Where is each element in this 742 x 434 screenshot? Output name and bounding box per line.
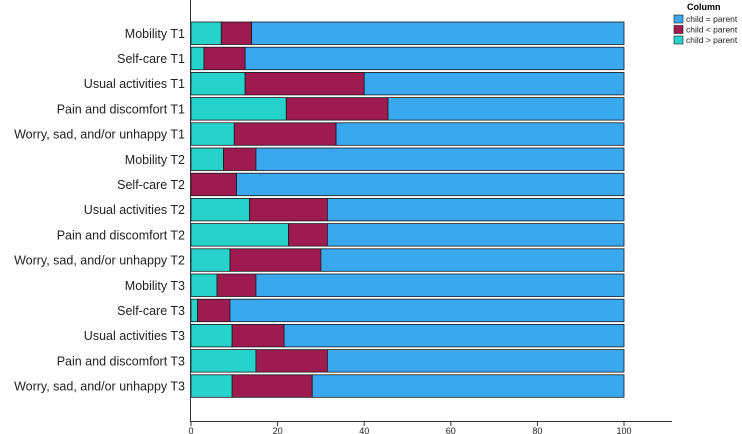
bar-usual-activities-t1-child-parent bbox=[190, 72, 246, 96]
bar-mobility-t3-child-parent bbox=[216, 273, 257, 297]
bar-self-care-t1-child-parent bbox=[244, 46, 625, 71]
legend-swatch-child-parent bbox=[673, 35, 684, 45]
category-label: Mobility T3 bbox=[125, 279, 185, 293]
bar-usual-activities-t3-child-parent bbox=[190, 323, 233, 348]
x-axis-ticks: 0 20 40 60 80 100 bbox=[188, 422, 632, 434]
bar-worry-sad-and-or-unhappy-t3-child-parent bbox=[190, 374, 233, 398]
category-label: Pain and discomfort T3 bbox=[57, 354, 185, 368]
bar-pain-and-discomfort-t2-child-parent bbox=[326, 223, 625, 247]
category-label: Worry, sad, and/or unhappy T3 bbox=[14, 380, 185, 394]
bar-usual-activities-t2-child-parent bbox=[190, 197, 250, 222]
x-tick-label: 40 bbox=[359, 426, 369, 434]
bar-worry-sad-and-or-unhappy-t2-child-parent bbox=[190, 248, 231, 272]
x-tick-label: 0 bbox=[188, 426, 193, 434]
bar-mobility-t1-child-parent bbox=[220, 21, 253, 45]
bar-self-care-t2-child-parent bbox=[190, 172, 237, 197]
x-tick-label: 100 bbox=[616, 426, 631, 434]
category-label: Mobility T2 bbox=[125, 153, 185, 167]
bar-usual-activities-t1-child-parent bbox=[363, 72, 625, 96]
legend-title: Column bbox=[687, 2, 721, 12]
bar-worry-sad-and-or-unhappy-t2-child-parent bbox=[229, 248, 322, 272]
category-label: Usual activities T1 bbox=[84, 77, 185, 91]
bar-pain-and-discomfort-t2-child-parent bbox=[190, 223, 289, 247]
bar-worry-sad-and-or-unhappy-t3-child-parent bbox=[231, 374, 313, 398]
legend-swatch-child-parent bbox=[673, 14, 684, 24]
bar-pain-and-discomfort-t1-child-parent bbox=[387, 97, 625, 121]
bar-pain-and-discomfort-t2-child-parent bbox=[288, 223, 328, 247]
bar-pain-and-discomfort-t3-child-parent bbox=[326, 349, 625, 373]
bar-pain-and-discomfort-t3-child-parent bbox=[190, 349, 257, 373]
bar-pain-and-discomfort-t1-child-parent bbox=[285, 97, 389, 121]
x-tick-label: 20 bbox=[273, 426, 283, 434]
bar-mobility-t2-child-parent bbox=[190, 147, 224, 171]
legend-swatch-child-parent bbox=[673, 25, 684, 34]
category-label: Usual activities T2 bbox=[84, 203, 185, 217]
legend-label-child-parent: child > parent bbox=[686, 35, 738, 45]
category-label: Pain and discomfort T2 bbox=[57, 228, 185, 242]
bar-self-care-t3-child-parent bbox=[190, 298, 198, 323]
bar-mobility-t1-child-parent bbox=[251, 21, 625, 45]
legend-label-child-parent: child < parent bbox=[686, 25, 738, 35]
bar-usual-activities-t2-child-parent bbox=[249, 197, 328, 222]
bar-self-care-t3-child-parent bbox=[229, 298, 625, 323]
bar-worry-sad-and-or-unhappy-t1-child-parent bbox=[190, 122, 235, 146]
bar-self-care-t1-child-parent bbox=[203, 46, 246, 71]
bars-group bbox=[190, 21, 625, 398]
bar-mobility-t3-child-parent bbox=[255, 273, 625, 297]
bar-mobility-t1-child-parent bbox=[190, 21, 222, 45]
bar-worry-sad-and-or-unhappy-t3-child-parent bbox=[311, 374, 625, 398]
category-label: Self-care T1 bbox=[117, 52, 185, 66]
bar-pain-and-discomfort-t1-child-parent bbox=[190, 97, 287, 121]
bar-mobility-t3-child-parent bbox=[190, 273, 218, 297]
bar-usual-activities-t3-child-parent bbox=[231, 323, 285, 348]
category-label: Self-care T3 bbox=[117, 304, 185, 318]
x-tick-label: 80 bbox=[532, 426, 542, 434]
bar-self-care-t3-child-parent bbox=[197, 298, 231, 323]
x-tick-label: 60 bbox=[446, 426, 456, 434]
bar-self-care-t1-child-parent bbox=[190, 46, 205, 71]
bar-usual-activities-t1-child-parent bbox=[244, 72, 365, 96]
bar-worry-sad-and-or-unhappy-t1-child-parent bbox=[233, 122, 337, 146]
bar-mobility-t2-child-parent bbox=[255, 147, 625, 171]
category-label: Worry, sad, and/or unhappy T1 bbox=[14, 128, 185, 142]
category-label: Self-care T2 bbox=[117, 178, 185, 192]
category-label: Mobility T1 bbox=[125, 27, 185, 41]
category-label: Worry, sad, and/or unhappy T2 bbox=[14, 254, 185, 268]
bar-worry-sad-and-or-unhappy-t1-child-parent bbox=[335, 122, 625, 146]
category-labels: Mobility T1 Self-care T1 Usual activities … bbox=[14, 27, 185, 394]
bar-usual-activities-t2-child-parent bbox=[326, 197, 625, 222]
bar-usual-activities-t3-child-parent bbox=[283, 323, 625, 348]
category-label: Pain and discomfort T1 bbox=[57, 102, 185, 116]
category-label: Usual activities T3 bbox=[84, 329, 185, 343]
bar-self-care-t2-child-parent bbox=[236, 172, 625, 197]
bar-mobility-t2-child-parent bbox=[223, 147, 257, 171]
bar-pain-and-discomfort-t3-child-parent bbox=[255, 349, 328, 373]
legend-label-child-parent: child = parent bbox=[686, 14, 738, 24]
bar-worry-sad-and-or-unhappy-t2-child-parent bbox=[320, 248, 625, 272]
